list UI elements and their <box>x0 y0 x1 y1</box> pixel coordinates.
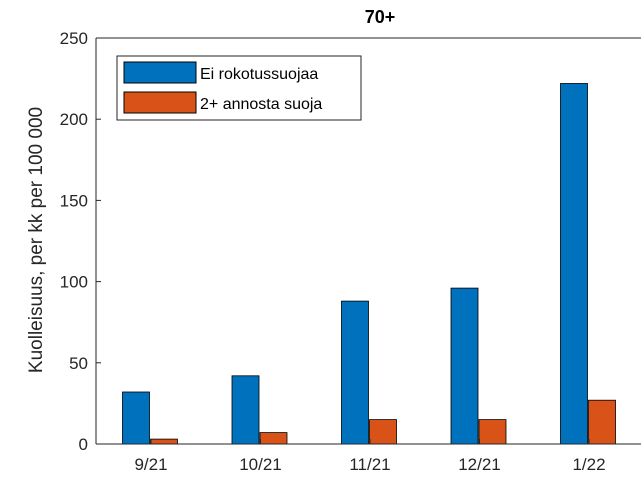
y-tick-label: 0 <box>79 435 88 454</box>
y-tick-label: 150 <box>60 191 88 210</box>
x-tick-label: 11/21 <box>349 455 390 474</box>
y-tick-label: 100 <box>60 273 88 292</box>
y-axis-label: Kuolleisuus, per kk per 100 000 <box>26 107 47 373</box>
y-tick-label: 200 <box>60 110 88 129</box>
chart-title: 70+ <box>365 7 396 27</box>
bar-series-1-10-21 <box>231 375 260 445</box>
bar-series-1-1-22 <box>560 83 588 445</box>
bars <box>122 83 616 445</box>
legend-label-series-2: 2+ annosta suoja <box>200 96 322 113</box>
bar-series-2-11-21 <box>369 419 397 445</box>
bar-series-2-9-21 <box>150 438 178 445</box>
legend: Ei rokotussuojaa 2+ annosta suoja <box>116 55 362 121</box>
x-tick-label: 12/21 <box>458 455 501 474</box>
y-tick-label: 50 <box>69 354 88 373</box>
bar-series-2-1-22 <box>588 399 616 445</box>
y-tick-label: 250 <box>60 29 88 48</box>
x-tick-label: 1/22 <box>572 455 605 474</box>
bar-series-1-12-21 <box>450 287 479 445</box>
bar-series-1-11-21 <box>341 300 369 445</box>
bar-series-2-12-21 <box>478 419 507 445</box>
axes: 0 50 100 150 200 250 9/21 10/21 11/21 12/21 1/22 <box>60 29 641 474</box>
bar-series-1-9-21 <box>122 391 150 445</box>
x-tick-label: 10/21 <box>239 455 282 474</box>
legend-swatch-series-1 <box>123 61 197 84</box>
legend-label-series-1: Ei rokotussuojaa <box>200 66 318 83</box>
x-tick-label: 9/21 <box>134 455 167 474</box>
legend-swatch-series-2 <box>123 91 197 114</box>
bar-series-2-10-21 <box>259 432 288 445</box>
